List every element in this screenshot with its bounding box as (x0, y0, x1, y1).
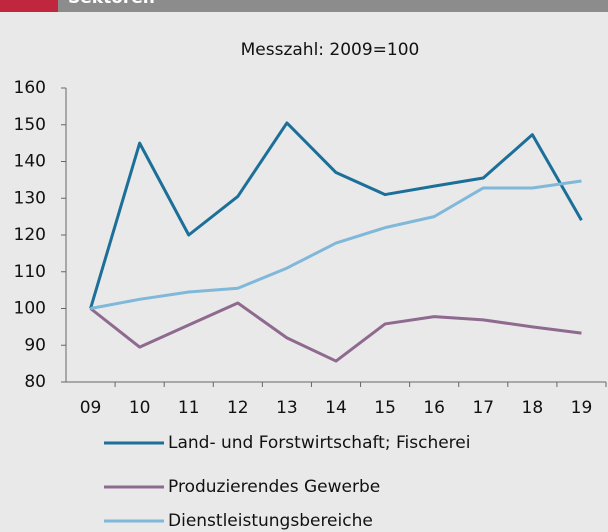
x-tick-label: 09 (80, 398, 102, 418)
data-line (89, 301, 582, 363)
x-tick-label: 15 (374, 398, 396, 418)
x-tick-label: 16 (423, 398, 445, 418)
header-accent (0, 0, 58, 12)
y-tick-label: 120 (14, 225, 46, 245)
x-tick-label: 17 (472, 398, 494, 418)
legend-label: Land- und Forstwirtschaft; Fischerei (168, 433, 470, 453)
y-tick-label: 110 (14, 262, 46, 282)
y-tick-label: 100 (14, 299, 46, 319)
x-tick-label: 11 (178, 398, 200, 418)
header-bar (0, 0, 608, 12)
legend-label: Produzierendes Gewerbe (168, 477, 380, 497)
y-tick-label: 150 (14, 115, 46, 135)
y-tick-label: 90 (24, 335, 46, 355)
y-tick-label: 160 (14, 78, 46, 98)
x-tick-label: 12 (227, 398, 249, 418)
x-tick-label: 13 (276, 398, 298, 418)
x-tick-label: 14 (325, 398, 347, 418)
data-line (90, 179, 582, 310)
y-tick-label: 80 (24, 372, 46, 392)
x-tick-label: 19 (571, 398, 593, 418)
y-tick-label: 130 (14, 188, 46, 208)
chart-subtitle: Messzahl: 2009=100 (241, 40, 420, 60)
legend-label: Dienstleistungsbereiche (168, 511, 373, 531)
x-tick-label: 18 (522, 398, 544, 418)
x-tick-label: 10 (129, 398, 151, 418)
header-title: Sektoren (68, 0, 155, 8)
data-line (89, 121, 583, 309)
y-tick-label: 140 (14, 152, 46, 172)
